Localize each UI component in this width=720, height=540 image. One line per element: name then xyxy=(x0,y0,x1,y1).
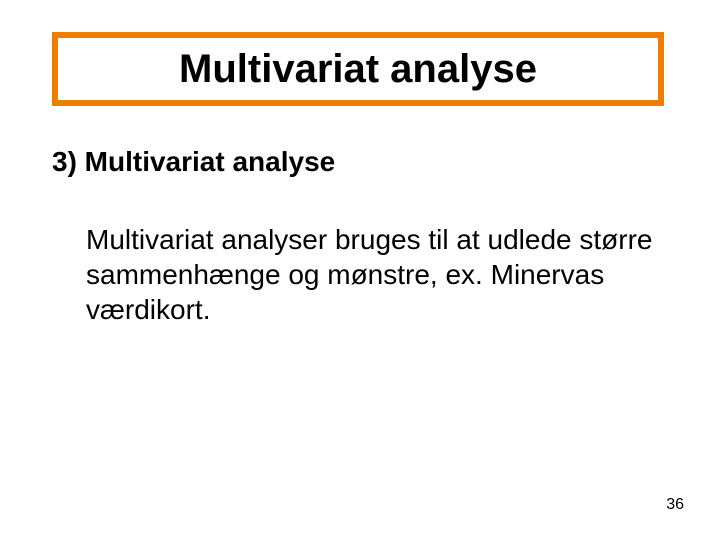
slide-body: Multivariat analyser bruges til at udled… xyxy=(86,222,656,327)
title-box: Multivariat analyse xyxy=(52,32,664,106)
slide-subtitle: 3) Multivariat analyse xyxy=(52,146,335,178)
slide: Multivariat analyse 3) Multivariat analy… xyxy=(0,0,720,540)
page-number: 36 xyxy=(666,496,684,514)
slide-title: Multivariat analyse xyxy=(179,47,537,92)
